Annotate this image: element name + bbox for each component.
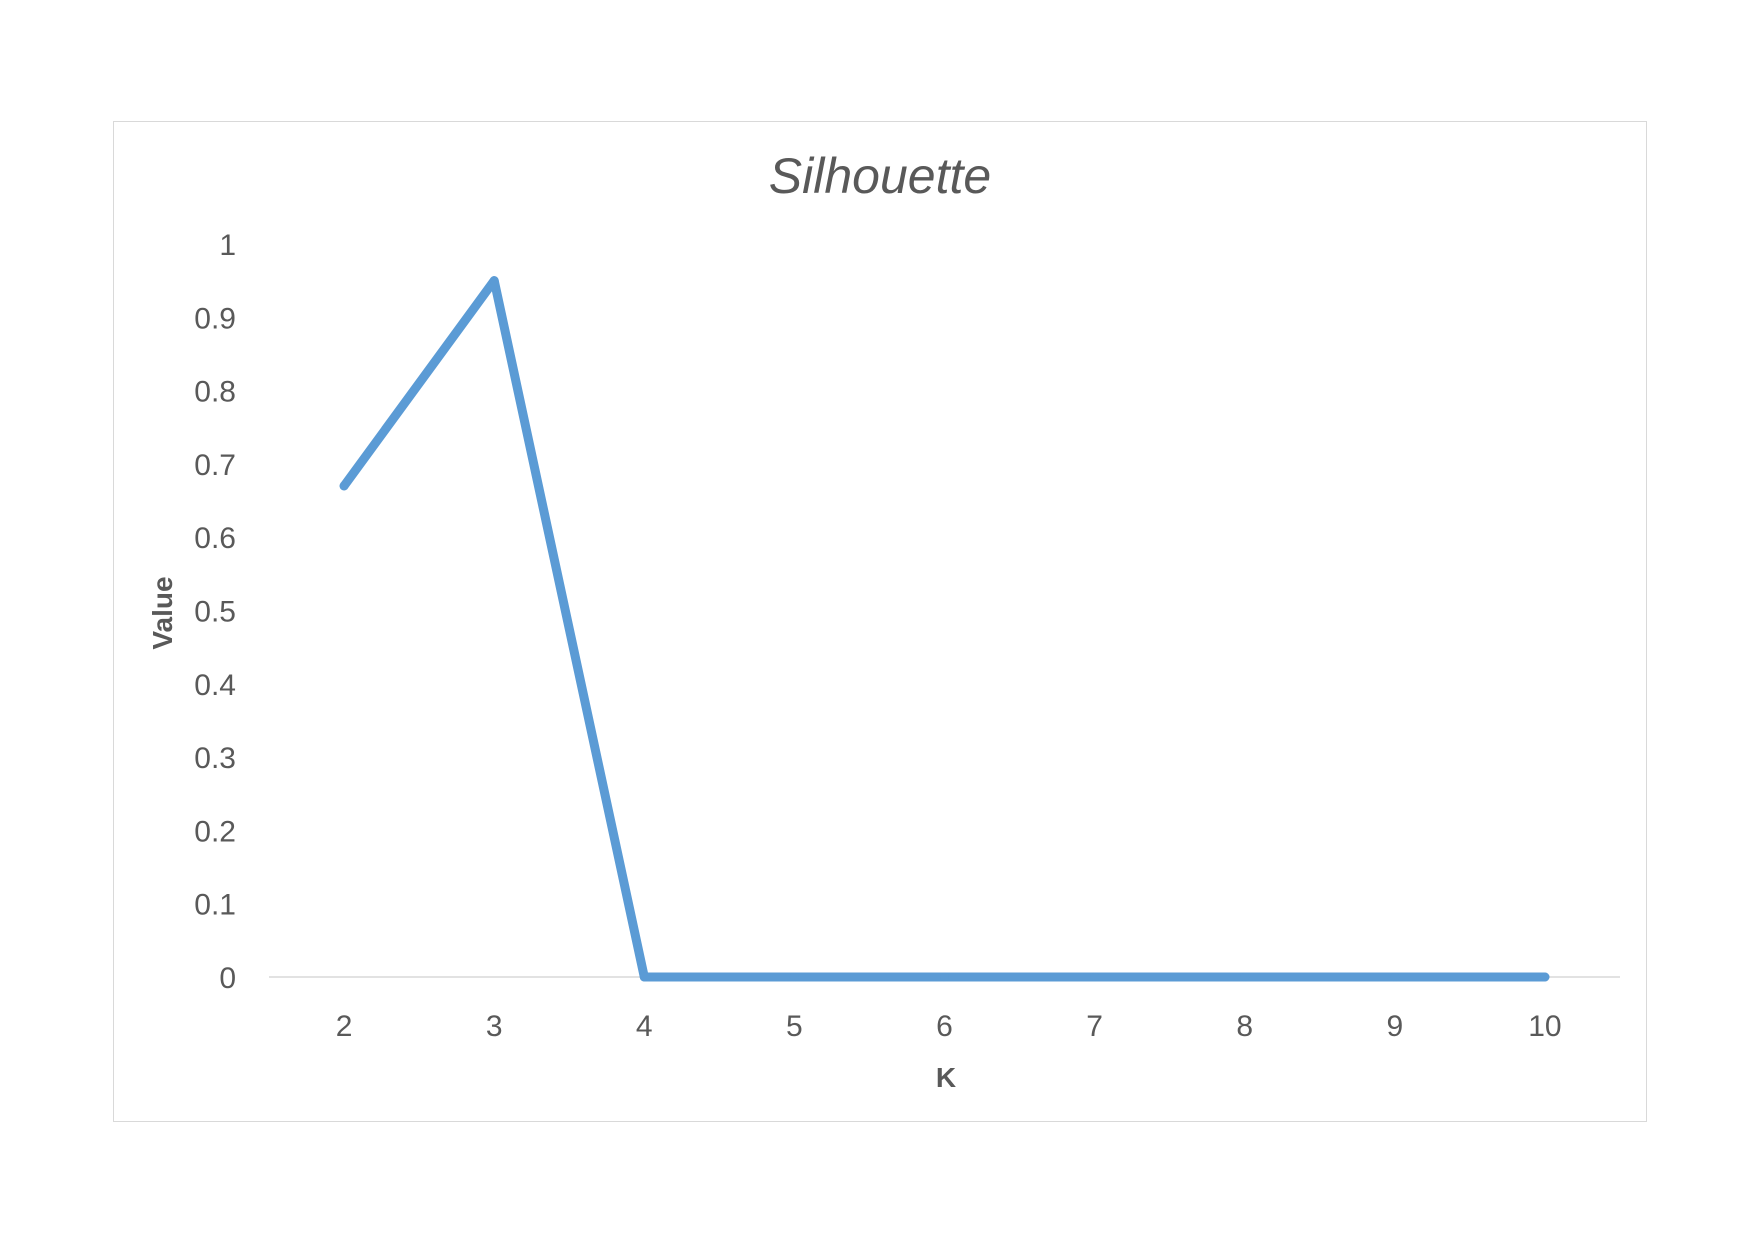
x-tick-label: 6: [936, 1010, 953, 1043]
data-point: [789, 972, 799, 982]
data-point: [1090, 972, 1100, 982]
data-point: [1240, 972, 1250, 982]
y-tick-label: 1: [219, 229, 236, 262]
y-tick-label: 0.1: [194, 889, 236, 922]
y-tick-label: 0.3: [194, 742, 236, 775]
chart-title: Silhouette: [769, 148, 991, 204]
x-tick-label: 8: [1236, 1010, 1253, 1043]
x-axis-title: K: [936, 1062, 956, 1093]
y-tick-label: 0.7: [194, 449, 236, 482]
data-point: [339, 481, 349, 491]
y-axis-title: Value: [147, 576, 178, 649]
data-point: [489, 276, 499, 286]
x-tick-label: 2: [336, 1010, 353, 1043]
chart-frame: [113, 121, 1647, 1122]
x-tick-label: 4: [636, 1010, 653, 1043]
y-tick-label: 0.4: [194, 669, 236, 702]
y-tick-label: 0.5: [194, 596, 236, 629]
x-tick-labels: 2 3 4 5 6 7 8 9 10: [336, 1010, 1562, 1043]
x-tick-label: 3: [486, 1010, 503, 1043]
y-tick-labels: 0 0.1 0.2 0.3 0.4 0.5 0.6 0.7 0.8 0.9 1: [194, 229, 236, 995]
series-line: [339, 276, 1550, 982]
y-tick-label: 0.9: [194, 302, 236, 335]
data-point: [1390, 972, 1400, 982]
y-tick-label: 0.2: [194, 815, 236, 848]
data-point: [1540, 972, 1550, 982]
data-point: [940, 972, 949, 982]
x-tick-label: 10: [1528, 1010, 1561, 1043]
series-group: [339, 276, 1550, 982]
y-tick-label: 0.8: [194, 376, 236, 409]
x-tick-label: 5: [786, 1010, 803, 1043]
y-tick-label: 0: [219, 962, 236, 995]
x-tick-label: 7: [1086, 1010, 1103, 1043]
x-tick-label: 9: [1386, 1010, 1403, 1043]
data-point: [639, 972, 649, 982]
y-tick-label: 0.6: [194, 522, 236, 555]
